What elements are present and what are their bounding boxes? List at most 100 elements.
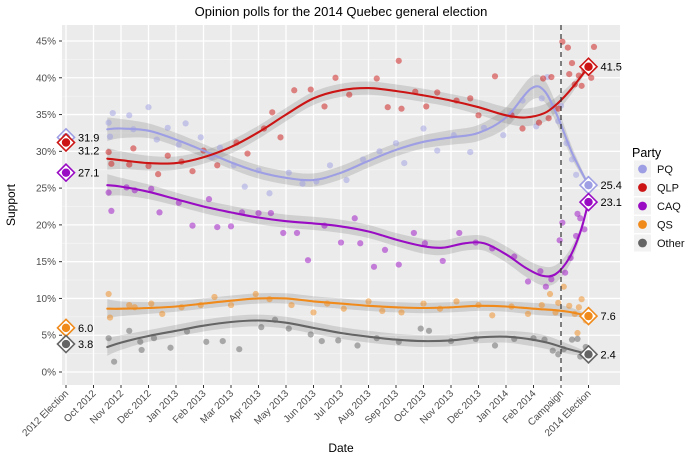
poll-point [581, 226, 588, 233]
poll-point [410, 229, 417, 237]
poll-point [277, 134, 284, 141]
election-dot [584, 62, 593, 71]
poll-point [307, 86, 314, 93]
poll-point [500, 132, 507, 139]
poll-point [293, 229, 301, 237]
poll-point [159, 310, 166, 317]
poll-point [475, 112, 482, 119]
poll-point [156, 209, 163, 216]
poll-point [189, 168, 196, 175]
poll-point [559, 219, 566, 226]
poll-point [335, 337, 342, 344]
y-tick-label: 20% [36, 220, 56, 231]
poll-point [150, 335, 158, 342]
poll-point [310, 309, 317, 316]
poll-point [395, 57, 402, 64]
poll-point [145, 104, 152, 111]
poll-point [548, 276, 555, 283]
election-marker-QS: 6.0 [56, 318, 93, 338]
poll-point [244, 150, 251, 157]
poll-point [545, 115, 552, 122]
poll-point [111, 358, 118, 365]
legend-item-CAQ: CAQ [634, 197, 681, 215]
trend-line-Other [106, 319, 590, 356]
poll-point [343, 176, 350, 184]
poll-point [417, 325, 424, 332]
poll-points-QLP [105, 38, 598, 178]
poll-point [354, 342, 361, 349]
poll-point [384, 104, 391, 111]
election-dot [61, 168, 71, 177]
election-marker-Other: 3.8 [56, 334, 93, 354]
election-dot [584, 197, 593, 207]
poll-point [524, 310, 532, 317]
poll-point [379, 307, 386, 315]
poll-point [148, 185, 155, 192]
confidence-band-PQ [107, 74, 589, 187]
election-marker-QLP: 31.2 [56, 132, 99, 157]
poll-point [556, 237, 563, 244]
legend-item-label: Other [657, 238, 685, 250]
poll-point [392, 140, 400, 147]
poll-point [578, 82, 585, 89]
poll-point [346, 91, 353, 98]
poll-point [258, 324, 265, 331]
poll-point [182, 120, 189, 127]
poll-point [574, 329, 581, 337]
poll-point [318, 338, 325, 345]
poll-point [590, 43, 598, 50]
poll-point [214, 223, 221, 231]
poll-point [299, 180, 306, 187]
poll-point [108, 160, 115, 167]
election-value-label: 25.4 [601, 180, 622, 192]
poll-points-QS [105, 283, 589, 337]
poll-point [337, 239, 345, 246]
poll-point [540, 75, 547, 82]
trend-line-PQ [106, 85, 590, 187]
y-tick-label: 30% [36, 147, 56, 158]
poll-point [566, 70, 573, 78]
election-dot [61, 323, 71, 333]
y-tick-label: 5% [42, 331, 57, 342]
poll-point [365, 298, 372, 305]
poll-point [549, 347, 556, 354]
legend-item-label: CAQ [657, 201, 681, 213]
poll-point [175, 141, 182, 148]
poll-points-Other [105, 316, 589, 365]
legend-key-dot [638, 201, 647, 211]
poll-point [164, 152, 171, 159]
poll-point [566, 302, 573, 309]
legend-key-dot [638, 164, 647, 174]
legend-item-label: PQ [657, 164, 673, 176]
poll-point [236, 346, 243, 353]
election-dot [61, 138, 71, 147]
poll-point [376, 148, 383, 155]
poll-point [227, 223, 235, 230]
poll-point [434, 147, 441, 154]
poll-point [326, 162, 334, 169]
poll-point [155, 171, 162, 178]
election-value-label: 31.2 [78, 145, 99, 157]
poll-point [381, 246, 389, 253]
election-value-label: 27.1 [78, 168, 99, 180]
poll-point [467, 148, 474, 156]
x-tick-label: 2012 Election [20, 388, 71, 439]
poll-point [398, 105, 405, 112]
trend-line-QS [106, 297, 590, 318]
poll-point [575, 304, 582, 311]
y-tick-label: 25% [36, 184, 56, 195]
election-value-label: 23.1 [601, 197, 622, 209]
legend-item-PQ: PQ [634, 160, 673, 178]
election-marker-PQ: 25.4 [578, 175, 622, 195]
poll-point [538, 301, 545, 309]
poll-point [555, 351, 562, 358]
y-tick-label: 10% [36, 294, 56, 305]
legend: PQ QLP CAQ QS Other [634, 160, 685, 252]
election-value-label: 2.4 [601, 349, 616, 361]
poll-point [573, 171, 580, 178]
poll-point [574, 335, 581, 342]
poll-point [197, 134, 204, 141]
x-axis-title: Date [328, 441, 354, 455]
poll-point [401, 160, 408, 167]
poll-point [126, 112, 133, 119]
